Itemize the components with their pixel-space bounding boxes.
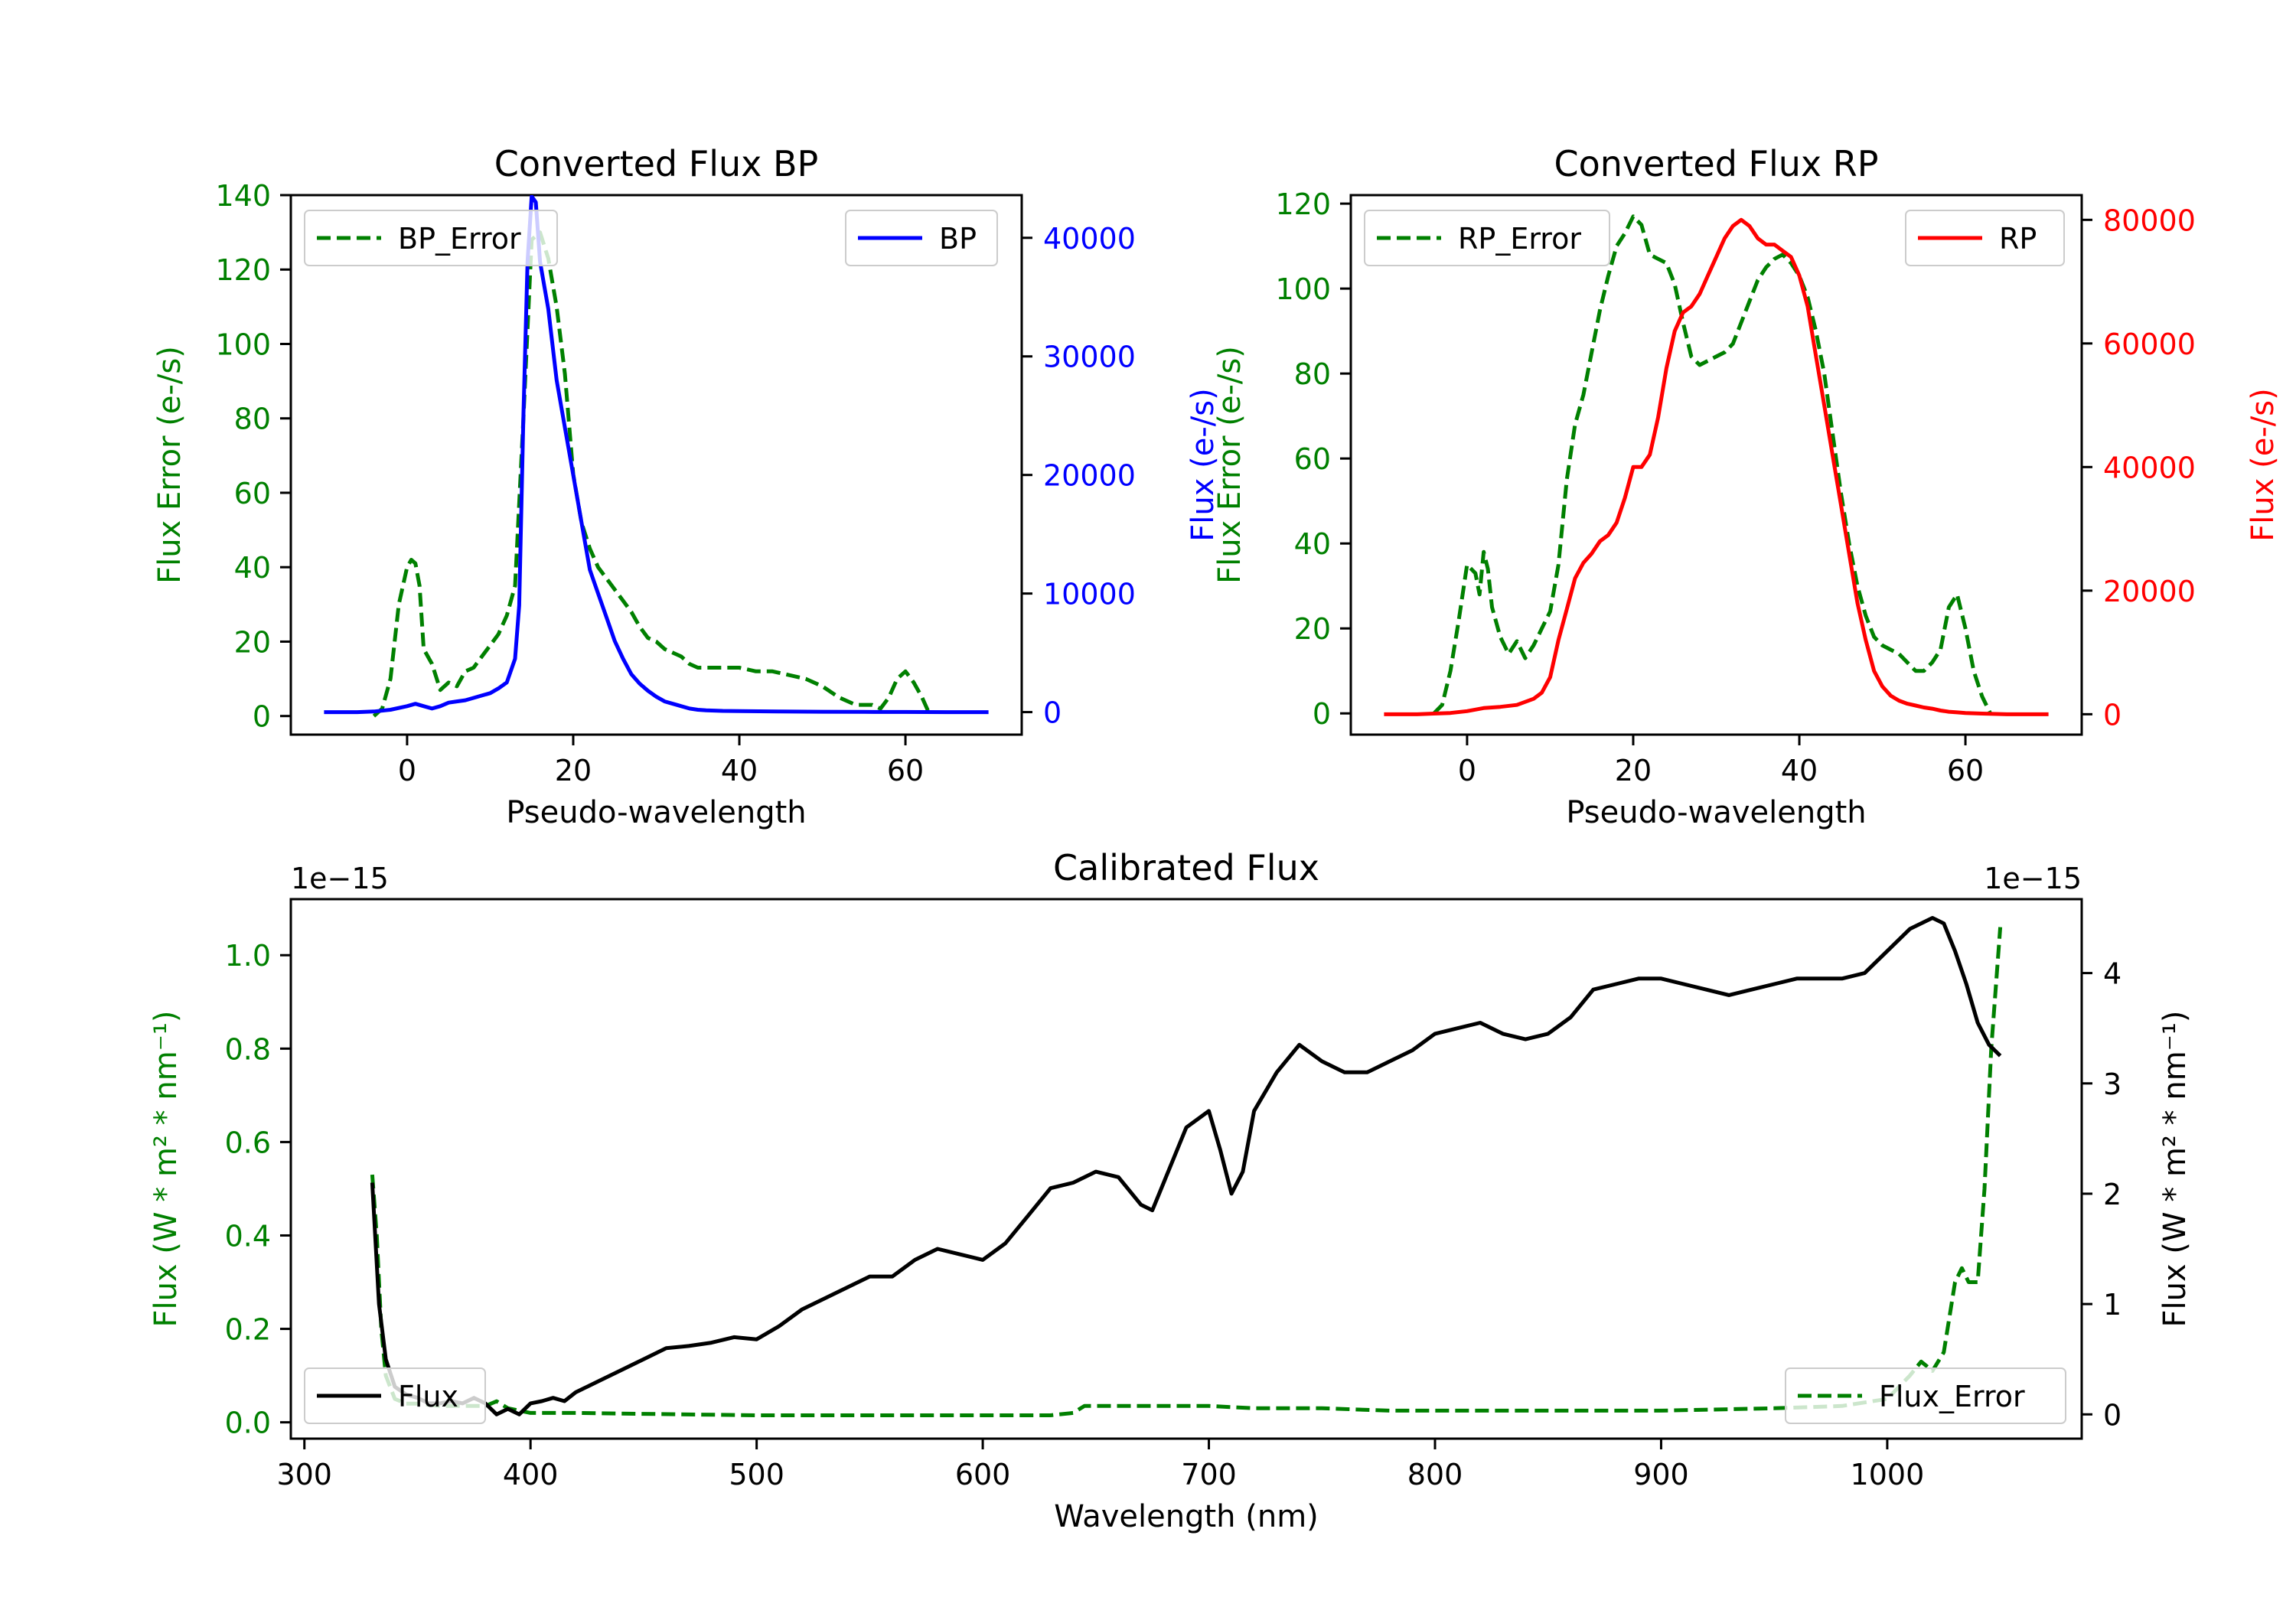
legend-label: Flux_Error [1879,1380,2025,1413]
legend-box [1364,210,1610,266]
x-tick-label: 0 [1458,754,1476,787]
plot-frame [1349,194,2083,736]
left-y-tick-label: 20 [1294,612,1331,646]
right-y-tick-label: 30000 [1043,341,1136,374]
legend-box [304,1367,486,1424]
series-line-bp [324,195,989,715]
right-y-tick-label: 3 [2103,1068,2122,1101]
right-y-tick-label: 80000 [2103,204,2196,237]
legend-label: RP [1999,222,2037,256]
x-tick-label: 300 [276,1458,332,1491]
left-offset-text: 1e−15 [291,862,389,895]
chart-title: Converted Flux BP [494,143,819,184]
right-offset-text: 1e−15 [1984,862,2082,895]
x-tick-label: 0 [398,754,416,787]
legend-box [1905,210,2065,266]
left-y-tick-label: 120 [215,253,271,287]
left-y-tick-label: 0.2 [225,1313,271,1347]
left-y-axis-label: Flux Error (e-/s) [152,346,188,584]
legend-flux-error: Flux_Error [1785,1367,2066,1424]
legend-box [304,210,558,266]
right-y-axis-label: Flux (e-/s) [1186,388,1221,541]
series-line-rp [1384,217,2049,716]
legend-rp: RP [1905,210,2065,266]
chart-calibrated-flux: Calibrated Flux 300 400 500 600 700 800 900 1000… [148,847,2193,1534]
left-y-tick-label: 80 [234,403,271,436]
x-axis-label: Wavelength (nm) [1054,1499,1319,1534]
right-y-tick-label: 0 [1043,696,1062,730]
x-tick-label: 40 [721,754,758,787]
series-line-flux-error [370,927,2003,1417]
left-y-tick-label: 1.0 [225,939,271,973]
right-y-tick-label: 2 [2103,1178,2122,1211]
left-y-tick-label: 80 [1294,357,1331,391]
x-tick-label: 60 [1947,754,1984,787]
right-y-tick-label: 0 [2103,1398,2122,1432]
right-y-tick-label: 60000 [2103,328,2196,361]
left-y-axis-label: Flux (W * m² * nm⁻¹) [148,1011,184,1328]
x-tick-label: 60 [887,754,924,787]
x-tick-label: 1000 [1851,1458,1925,1491]
left-y-tick-label: 0.4 [225,1219,271,1253]
right-y-tick-label: 20000 [1043,459,1136,493]
left-y-tick-label: 20 [234,625,271,659]
x-tick-label: 800 [1407,1458,1463,1491]
x-tick-label: 40 [1781,754,1818,787]
left-y-tick-label: 40 [1294,527,1331,561]
left-y-tick-label: 120 [1275,187,1331,221]
legend-rp-error: RP_Error [1364,210,1610,266]
chart-title: Calibrated Flux [1053,847,1319,888]
series-line-flux [370,916,2002,1416]
legend-label: RP_Error [1458,222,1581,256]
legend-bp: BP [845,210,998,266]
left-y-tick-label: 0 [1313,697,1331,731]
x-tick-label: 900 [1633,1458,1689,1491]
x-tick-label: 600 [955,1458,1011,1491]
left-y-tick-label: 0.0 [225,1407,271,1440]
legend-label: BP [939,222,977,256]
x-tick-label: 400 [503,1458,559,1491]
x-tick-label: 20 [555,754,592,787]
plot-frame [289,194,1023,736]
right-y-tick-label: 1 [2103,1288,2122,1322]
legend-label: BP_Error [398,222,521,256]
right-y-tick-label: 40000 [2103,451,2196,484]
right-y-tick-label: 10000 [1043,578,1136,611]
left-y-tick-label: 0 [253,700,271,734]
left-y-tick-label: 60 [234,477,271,510]
right-y-tick-label: 40000 [1043,222,1136,256]
x-axis-label: Pseudo-wavelength [506,795,806,830]
left-y-tick-label: 140 [215,179,271,213]
legend-label: Flux [398,1380,458,1413]
chart-converted-flux-rp: Converted Flux RP 0 20 40 60 Pseudo-wavelengt… [1212,143,2281,830]
right-y-axis-label: Flux (W * m² * nm⁻¹) [2157,1011,2193,1328]
right-y-tick-label: 0 [2103,698,2122,732]
left-y-tick-label: 100 [215,328,271,361]
x-tick-label: 700 [1181,1458,1237,1491]
right-y-axis-label: Flux (e-/s) [2245,388,2281,541]
plot-frame [289,898,2083,1440]
legend-bp-error: BP_Error [304,210,558,266]
series-line-rp-error [1432,214,1992,715]
chart-converted-flux-bp: Converted Flux BP 0 20 40 60 Pseudo-wavelengt… [152,143,1221,830]
x-tick-label: 20 [1615,754,1652,787]
x-axis-label: Pseudo-wavelength [1566,795,1866,830]
x-tick-label: 500 [729,1458,784,1491]
left-y-tick-label: 0.6 [225,1126,271,1159]
left-y-axis-label: Flux Error (e-/s) [1212,346,1247,584]
right-y-tick-label: 4 [2103,957,2122,991]
legend-box [1785,1367,2066,1424]
left-y-tick-label: 100 [1275,272,1331,306]
chart-title: Converted Flux RP [1554,143,1879,184]
left-y-tick-label: 60 [1294,442,1331,476]
legend-flux: Flux [304,1367,486,1424]
right-y-tick-label: 20000 [2103,575,2196,608]
series-line-bp-error [372,230,932,718]
left-y-tick-label: 40 [234,551,271,585]
left-y-tick-label: 0.8 [225,1032,271,1066]
